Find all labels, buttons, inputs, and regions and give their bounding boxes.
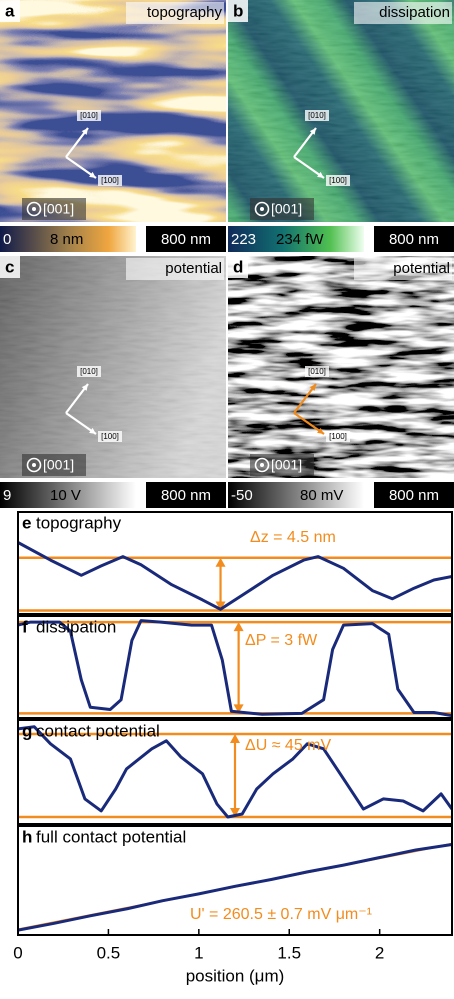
figure: a topography [010] [100] [001] 0 8 nm 800 nm b di… [0,0,454,994]
direction-label: [100] [329,176,347,185]
panel-label: b [233,1,243,20]
scalebar-label: 800 nm [389,231,439,248]
panel-label: g [22,721,32,740]
panel-title: topography [36,513,122,532]
axis-dot [260,207,264,211]
axis-dot [32,463,36,467]
direction-label: [100] [101,176,119,185]
colorbar-max: 10 V [50,487,81,504]
axis-dot [260,463,264,467]
image-panel: b dissipation [010] [100] [001] [228,0,454,222]
scalebar-label: 800 nm [161,487,211,504]
panel-label: f [22,617,28,636]
image-panel: c potential [010] [100] [001] [0,256,226,478]
image [0,256,226,478]
annotation: Δz = 4.5 nm [250,529,336,546]
panel-title: dissipation [379,4,450,21]
colorbar-min: -50 [231,487,253,504]
topography-map [0,0,226,222]
image [228,0,454,222]
colorbar-max: 8 nm [50,231,83,248]
direction-label: [010] [80,111,98,120]
annotation: ΔU ≈ 45 mV [245,737,331,754]
panel-title: potential [165,260,222,277]
colorbar-min: 223 [231,231,256,248]
panel-title: dissipation [36,617,116,636]
x-tick-label: 2 [375,943,384,962]
panel-title: topography [147,4,223,21]
axis-label: [001] [43,201,74,217]
noise [228,0,454,222]
x-tick-label: 1 [194,943,203,962]
scalebar-label: 800 nm [161,231,211,248]
panel-label: d [233,257,243,276]
panel-label: e [22,513,31,532]
scalebar-label: 800 nm [389,487,439,504]
panel-title: full contact potential [36,827,186,846]
image [228,256,454,478]
colorbar-max: 234 fW [276,231,324,248]
panel-title: potential [393,260,450,277]
panel-label: c [5,257,14,276]
plot-area [18,543,452,611]
colorbar-max: 80 mV [300,487,343,504]
x-tick-label: 0.5 [97,943,121,962]
image-panel: a topography [010] [100] [001] [0,0,226,222]
axis-label: [001] [271,201,302,217]
arrow-head [216,558,226,567]
direction-label: [010] [308,111,326,120]
x-tick-label: 0 [13,943,22,962]
data-line [18,543,452,610]
direction-label: [100] [101,432,119,441]
panel-label: a [5,1,15,20]
x-tick-label: 1.5 [277,943,301,962]
annotation: ΔP = 3 fW [245,632,318,649]
image [0,0,226,222]
annotation: U' = 260.5 ± 0.7 mV μm⁻¹ [190,906,372,923]
axis-label: [001] [271,457,302,473]
x-axis-label: position (μm) [186,966,285,985]
page: a topography [010] [100] [001] 0 8 nm 800 nm b di… [0,0,454,999]
potential-map [228,256,454,478]
direction-label: [010] [308,367,326,376]
panel-label: h [22,827,32,846]
axis-dot [32,207,36,211]
image-panel: d potential [010] [100] [001] [228,256,454,478]
arrow-head [234,622,244,631]
colorbar-min: 0 [3,231,11,248]
direction-label: [100] [329,432,347,441]
colorbar-min: 9 [3,487,11,504]
noise [0,256,226,478]
arrow-head [230,734,240,743]
panel-title: contact potential [36,721,160,740]
direction-label: [010] [80,367,98,376]
axis-label: [001] [43,457,74,473]
